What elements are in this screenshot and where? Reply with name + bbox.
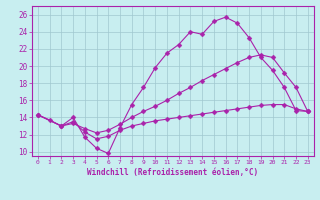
X-axis label: Windchill (Refroidissement éolien,°C): Windchill (Refroidissement éolien,°C)	[87, 168, 258, 177]
